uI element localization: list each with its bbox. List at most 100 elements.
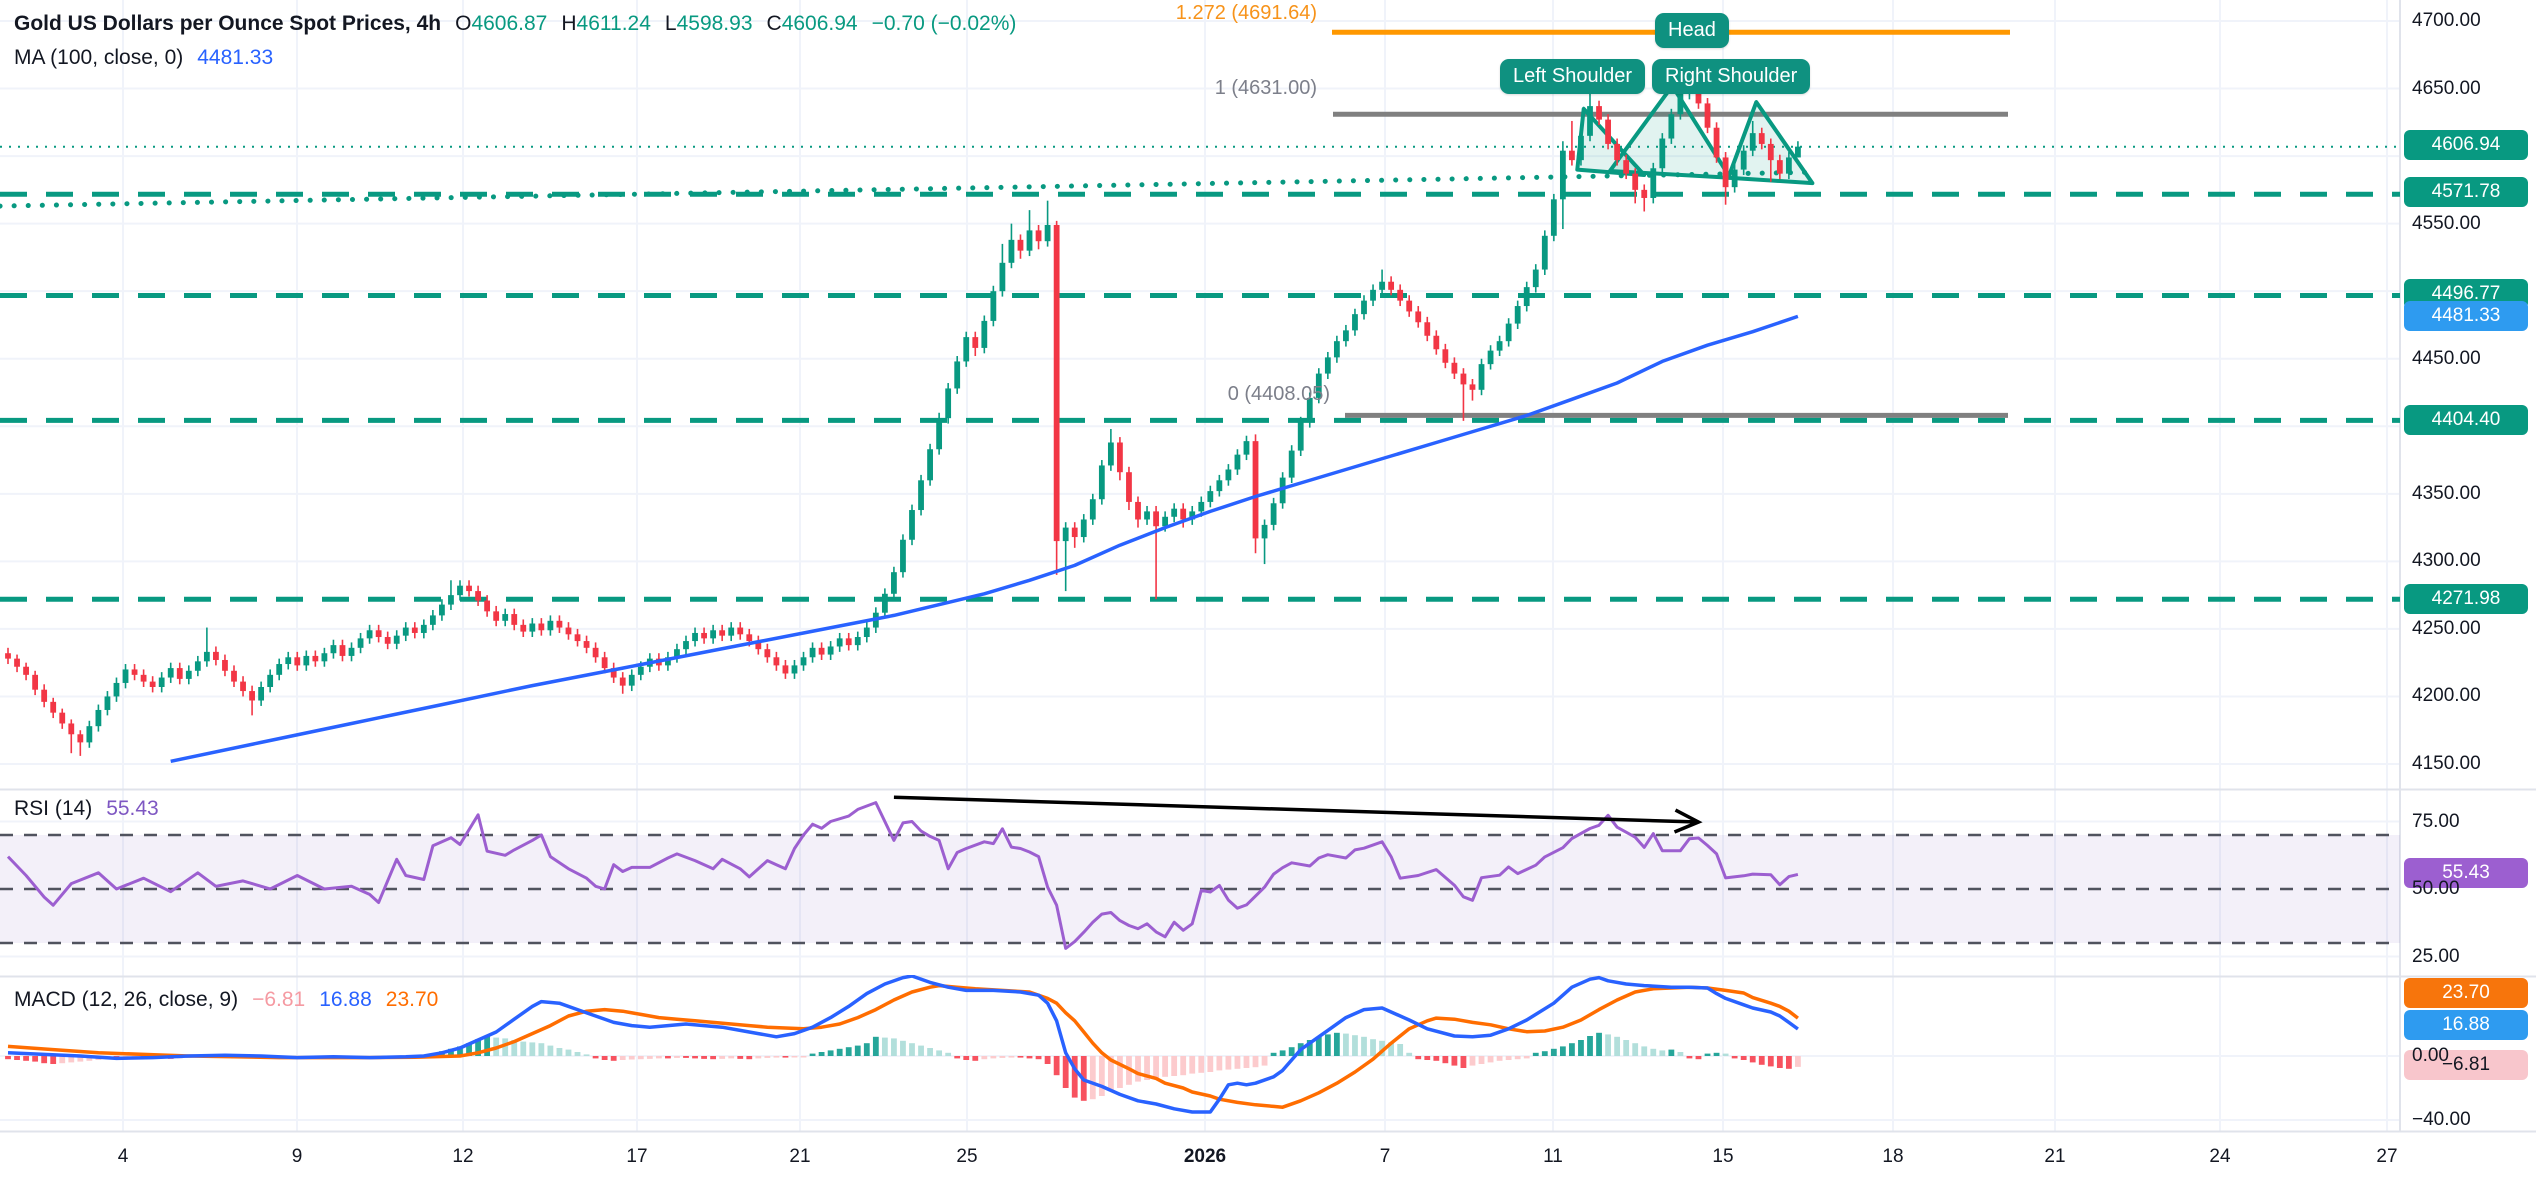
candle-body <box>457 585 463 596</box>
candle-body <box>68 723 75 735</box>
candle-body <box>1044 224 1051 242</box>
rsi-tick: 75.00 <box>2412 810 2460 832</box>
hist-bar <box>1523 1056 1530 1059</box>
hist-bar <box>1550 1048 1557 1056</box>
candle-body <box>1189 511 1196 520</box>
rsi-legend[interactable]: RSI (14) 55.43 <box>14 797 159 821</box>
candle-body <box>1343 330 1349 342</box>
rsi-divergence-arrow[interactable] <box>893 795 1699 824</box>
hist-bar <box>881 1037 888 1056</box>
candle-body <box>1767 143 1774 161</box>
candle-body <box>140 674 147 682</box>
candle-body <box>637 666 644 675</box>
hist-bar <box>1053 1056 1060 1076</box>
fib-extension-label: 1.272 (4691.64) <box>1175 2 1317 24</box>
gridlines <box>0 0 2400 1131</box>
candle-body <box>583 641 590 648</box>
hist-bar <box>1749 1056 1756 1063</box>
candle-body <box>1569 150 1575 161</box>
candle-body <box>701 632 707 639</box>
hist-bar <box>1605 1034 1611 1056</box>
candle-body <box>339 645 346 656</box>
candle-body <box>610 668 617 678</box>
hist-bar <box>1614 1036 1621 1056</box>
candle-body <box>728 627 735 636</box>
hist-bar <box>448 1048 454 1056</box>
pattern-label-head[interactable]: Head <box>1655 13 1729 48</box>
hist-bar <box>1587 1036 1593 1056</box>
ma-legend[interactable]: MA (100, close, 0) 4481.33 <box>14 46 273 70</box>
hist-bar <box>1062 1056 1069 1088</box>
time-tick: 24 <box>2209 1146 2231 1167</box>
hist-bar <box>592 1056 599 1059</box>
hist-bar <box>1198 1056 1205 1073</box>
candle-body <box>1478 364 1485 390</box>
candle-body <box>1243 441 1250 455</box>
candle-body <box>267 674 274 687</box>
candle-body <box>1089 499 1096 520</box>
candle-body <box>348 647 355 656</box>
candle-body <box>1469 384 1476 390</box>
candle-body <box>1550 199 1557 236</box>
macd-pane[interactable] <box>5 975 1801 1114</box>
hist-bar <box>619 1056 626 1060</box>
hist-bar <box>999 1056 1006 1058</box>
candle-body <box>1415 311 1422 323</box>
candle-body <box>1487 350 1494 365</box>
hist-bar <box>1541 1051 1548 1056</box>
hist-bar <box>909 1043 915 1056</box>
candles-series <box>5 79 1801 756</box>
hist-bar <box>710 1056 717 1060</box>
candle-body <box>1514 306 1521 324</box>
hist-bar <box>737 1056 744 1059</box>
hist-bar <box>800 1056 807 1058</box>
candle-body <box>276 664 283 675</box>
candle-body <box>511 614 518 625</box>
hist-bar <box>457 1046 463 1056</box>
candle-body <box>1442 349 1449 363</box>
candle-body <box>601 657 608 669</box>
candle-body <box>800 657 807 666</box>
hist-bar <box>863 1043 870 1056</box>
candle-body <box>1713 127 1720 158</box>
candle-body <box>439 604 445 616</box>
macd-line-badge: 16.88 <box>2404 1010 2528 1040</box>
macd-line[interactable] <box>7 975 1799 1114</box>
macd-signal-value: 23.70 <box>385 988 439 1011</box>
hist-bar <box>1632 1043 1639 1056</box>
hist-bar <box>854 1045 861 1056</box>
main-price-pane[interactable] <box>0 29 2400 764</box>
hist-bar <box>1406 1052 1413 1056</box>
candle-body <box>1062 527 1069 542</box>
pattern-label-right-shoulder[interactable]: Right Shoulder <box>1652 59 1811 94</box>
rsi-pane[interactable] <box>0 795 2400 950</box>
rsi-line[interactable] <box>6 801 1799 950</box>
candle-body <box>1080 519 1087 538</box>
symbol-legend[interactable]: Gold US Dollars per Ounce Spot Prices, 4… <box>14 12 1016 36</box>
hist-bar <box>818 1052 825 1056</box>
candle-body <box>1370 289 1376 301</box>
ma-100-line[interactable] <box>170 314 1799 764</box>
macd-hist-value: −6.81 <box>252 988 306 1011</box>
price-tick: 4250.00 <box>2412 617 2481 639</box>
pattern-label-left-shoulder[interactable]: Left Shoulder <box>1500 59 1645 94</box>
dotted-trendline[interactable] <box>0 169 1811 209</box>
hist-bar <box>872 1036 879 1056</box>
candle-body <box>249 691 255 701</box>
hist-bar <box>981 1056 988 1060</box>
macd-legend[interactable]: MACD (12, 26, close, 9) −6.81 16.88 23.7… <box>14 988 438 1012</box>
candle-body <box>619 677 626 686</box>
hist-bar <box>954 1056 961 1059</box>
candle-body <box>773 657 780 666</box>
symbol-title: Gold US Dollars per Ounce Spot Prices, 4… <box>14 12 442 35</box>
macd-signal-line[interactable] <box>7 983 1799 1109</box>
rsi-badge: 55.43 <box>2404 858 2528 888</box>
candle-body <box>1740 150 1747 170</box>
candle-body <box>1171 508 1178 517</box>
candle-body <box>1261 524 1268 539</box>
hist-bar <box>1379 1040 1385 1056</box>
hist-bar <box>845 1047 852 1056</box>
candle-body <box>1135 501 1141 520</box>
candle-body <box>1071 527 1078 538</box>
